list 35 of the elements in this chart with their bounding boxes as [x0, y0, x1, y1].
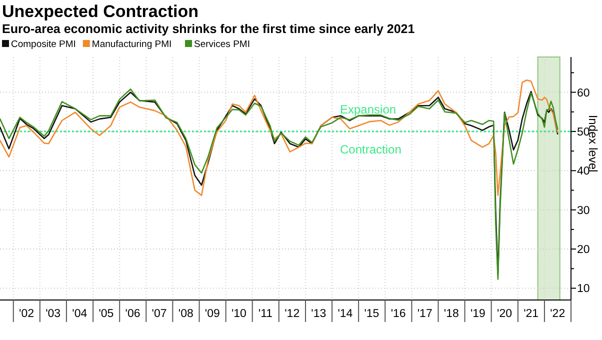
legend-label: Manufacturing PMI: [92, 39, 172, 50]
x-tick-label: '13: [311, 308, 326, 320]
x-tick-label: '08: [178, 308, 194, 320]
x-tick-label: '05: [98, 308, 114, 320]
x-tick-label: '19: [470, 308, 486, 320]
x-tick-label: '18: [444, 308, 459, 320]
x-tick-label: '12: [284, 308, 300, 320]
x-tick-label: '15: [364, 308, 380, 320]
y-tick-label: 60: [577, 87, 590, 100]
x-tick-label: '06: [125, 308, 140, 320]
legend-label: Composite PMI: [11, 39, 76, 50]
x-tick-label: '03: [46, 308, 61, 320]
x-tick-label: '11: [258, 308, 273, 320]
y-tick-label: 20: [577, 244, 590, 256]
chart-title: Unexpected Contraction: [2, 2, 198, 21]
x-tick-label: '20: [497, 308, 512, 320]
annotation: Expansion: [340, 102, 396, 116]
x-tick-label: '04: [72, 308, 88, 320]
y-tick-label: 30: [577, 204, 590, 217]
x-tick-label: '16: [390, 308, 406, 320]
x-tick-label: '09: [204, 308, 220, 320]
x-tick-label: '17: [417, 308, 432, 320]
x-tick-label: '21: [524, 308, 539, 320]
y-tick-label: 50: [577, 126, 590, 138]
chart-subtitle: Euro-area economic activity shrinks for the first time since early 2021: [2, 22, 415, 36]
line-series: [0, 79, 558, 196]
legend-label: Services PMI: [194, 39, 250, 50]
x-tick-label: '10: [231, 308, 246, 320]
annotation: Contraction: [340, 142, 402, 156]
y-tick-label: 10: [577, 283, 590, 296]
x-tick-label: '07: [152, 308, 167, 320]
x-tick-label: '02: [19, 308, 34, 320]
x-tick-label: '22: [550, 308, 566, 320]
y-tick-label: 40: [577, 166, 590, 178]
x-tick-label: '14: [338, 308, 354, 320]
